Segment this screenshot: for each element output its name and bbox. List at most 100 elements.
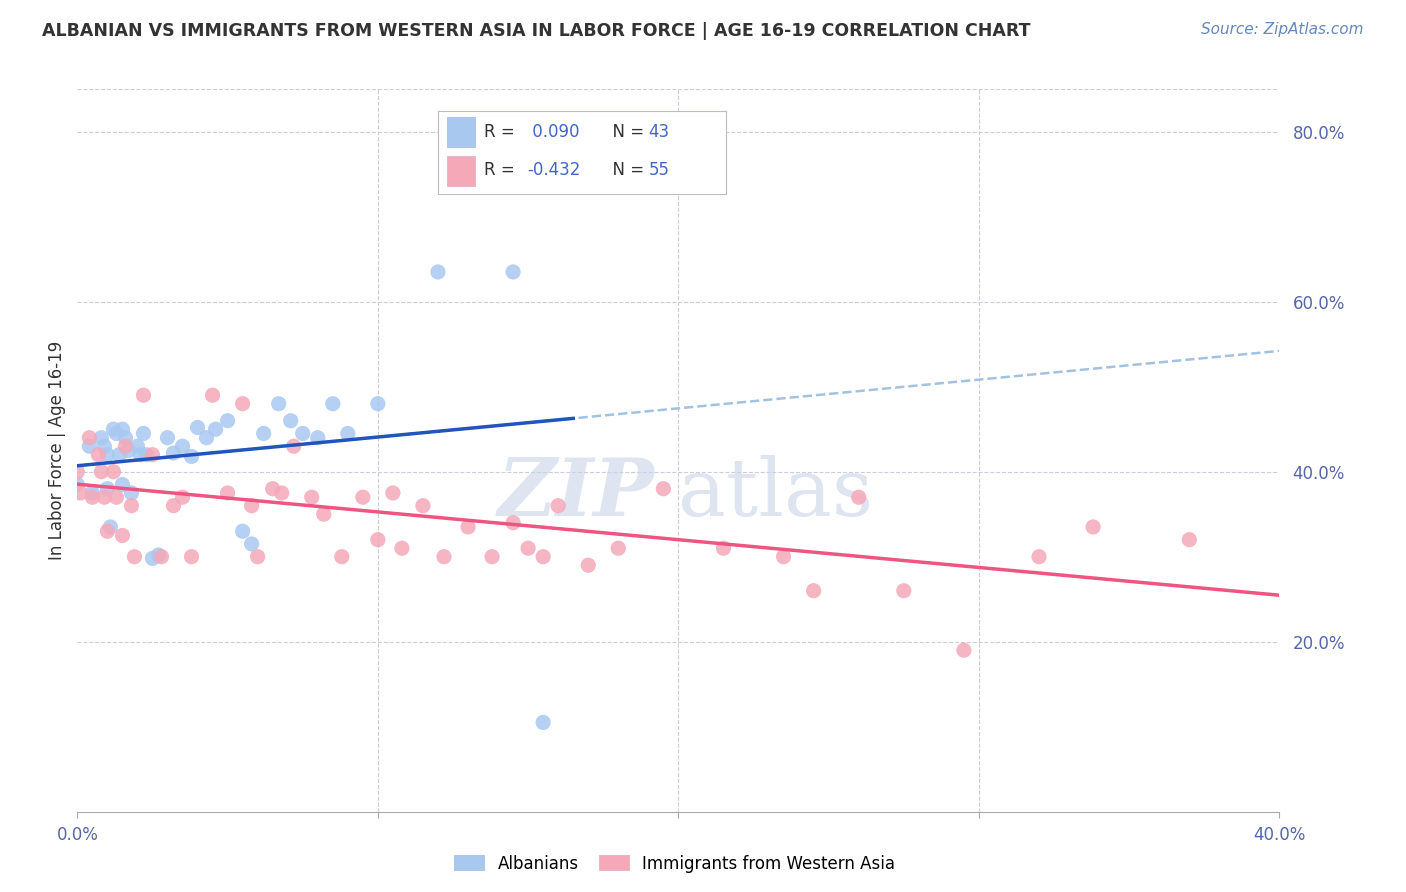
Point (330, 549, 353, 564)
Point (547, 499, 569, 513)
Point (114, 439, 136, 453)
Point (108, 448, 131, 462)
Point (893, 583, 915, 598)
Point (162, 446, 184, 460)
Point (531, 549, 554, 564)
Point (412, 499, 434, 513)
Point (381, 486, 404, 500)
Point (270, 486, 292, 500)
Point (111, 528, 134, 542)
Point (129, 448, 152, 462)
Point (217, 414, 239, 428)
Point (848, 490, 870, 504)
Point (87, 448, 110, 462)
Point (105, 490, 128, 504)
Point (82, 490, 104, 504)
Text: ZIP: ZIP (498, 455, 654, 533)
Point (232, 524, 254, 539)
Point (93, 439, 115, 453)
Point (172, 439, 194, 453)
Text: Source: ZipAtlas.com: Source: ZipAtlas.com (1201, 22, 1364, 37)
Point (246, 549, 269, 564)
Point (280, 414, 302, 428)
Point (481, 549, 503, 564)
Point (66, 477, 89, 491)
Point (90, 465, 112, 479)
Point (127, 439, 149, 453)
Point (141, 551, 163, 566)
Point (96, 482, 118, 496)
Point (1028, 549, 1050, 564)
Point (803, 583, 825, 598)
Point (103, 422, 125, 436)
Point (713, 541, 735, 556)
Point (240, 537, 263, 551)
Point (100, 520, 122, 534)
Point (253, 426, 276, 441)
Point (69, 486, 91, 500)
Point (1081, 520, 1104, 534)
Point (141, 448, 163, 462)
Point (124, 549, 146, 564)
Point (204, 422, 226, 436)
Point (132, 426, 155, 441)
Point (217, 486, 239, 500)
Point (180, 450, 202, 464)
Point (240, 499, 263, 513)
Text: atlas: atlas (679, 455, 873, 533)
Point (150, 549, 173, 564)
Point (336, 426, 359, 441)
Point (96, 448, 118, 462)
Point (105, 426, 128, 441)
Point (291, 426, 314, 441)
Point (427, 265, 450, 279)
Point (652, 482, 675, 496)
Point (232, 397, 254, 411)
Point (283, 439, 305, 453)
Point (391, 541, 413, 556)
Point (772, 549, 794, 564)
Point (187, 420, 209, 434)
Point (90, 431, 112, 445)
Point (502, 516, 524, 530)
Point (322, 397, 344, 411)
Legend: Albanians, Immigrants from Western Asia: Albanians, Immigrants from Western Asia (449, 848, 901, 880)
Point (79, 439, 101, 453)
Point (301, 490, 323, 504)
Point (111, 422, 134, 436)
Point (262, 482, 284, 496)
Point (307, 431, 329, 445)
Point (367, 533, 389, 547)
Point (531, 715, 554, 730)
Point (162, 499, 184, 513)
Point (457, 520, 479, 534)
Point (502, 265, 524, 279)
Point (117, 443, 139, 458)
Y-axis label: In Labor Force | Age 16-19: In Labor Force | Age 16-19 (48, 341, 66, 560)
Point (103, 465, 125, 479)
Point (96, 524, 118, 539)
Point (433, 549, 456, 564)
Point (120, 499, 142, 513)
Point (201, 388, 224, 402)
Point (267, 397, 290, 411)
Point (352, 490, 374, 504)
Point (82, 486, 104, 500)
Point (148, 548, 170, 562)
Point (120, 486, 142, 500)
Point (312, 507, 335, 521)
Point (93, 490, 115, 504)
Text: ALBANIAN VS IMMIGRANTS FROM WESTERN ASIA IN LABOR FORCE | AGE 16-19 CORRELATION : ALBANIAN VS IMMIGRANTS FROM WESTERN ASIA… (42, 22, 1031, 40)
Point (195, 431, 218, 445)
Point (156, 431, 179, 445)
Point (180, 549, 202, 564)
Point (111, 477, 134, 491)
Point (953, 643, 976, 657)
Point (114, 431, 136, 445)
Point (172, 490, 194, 504)
Point (576, 558, 599, 573)
Point (517, 541, 540, 556)
Point (132, 388, 155, 402)
Point (367, 397, 389, 411)
Point (79, 431, 101, 445)
